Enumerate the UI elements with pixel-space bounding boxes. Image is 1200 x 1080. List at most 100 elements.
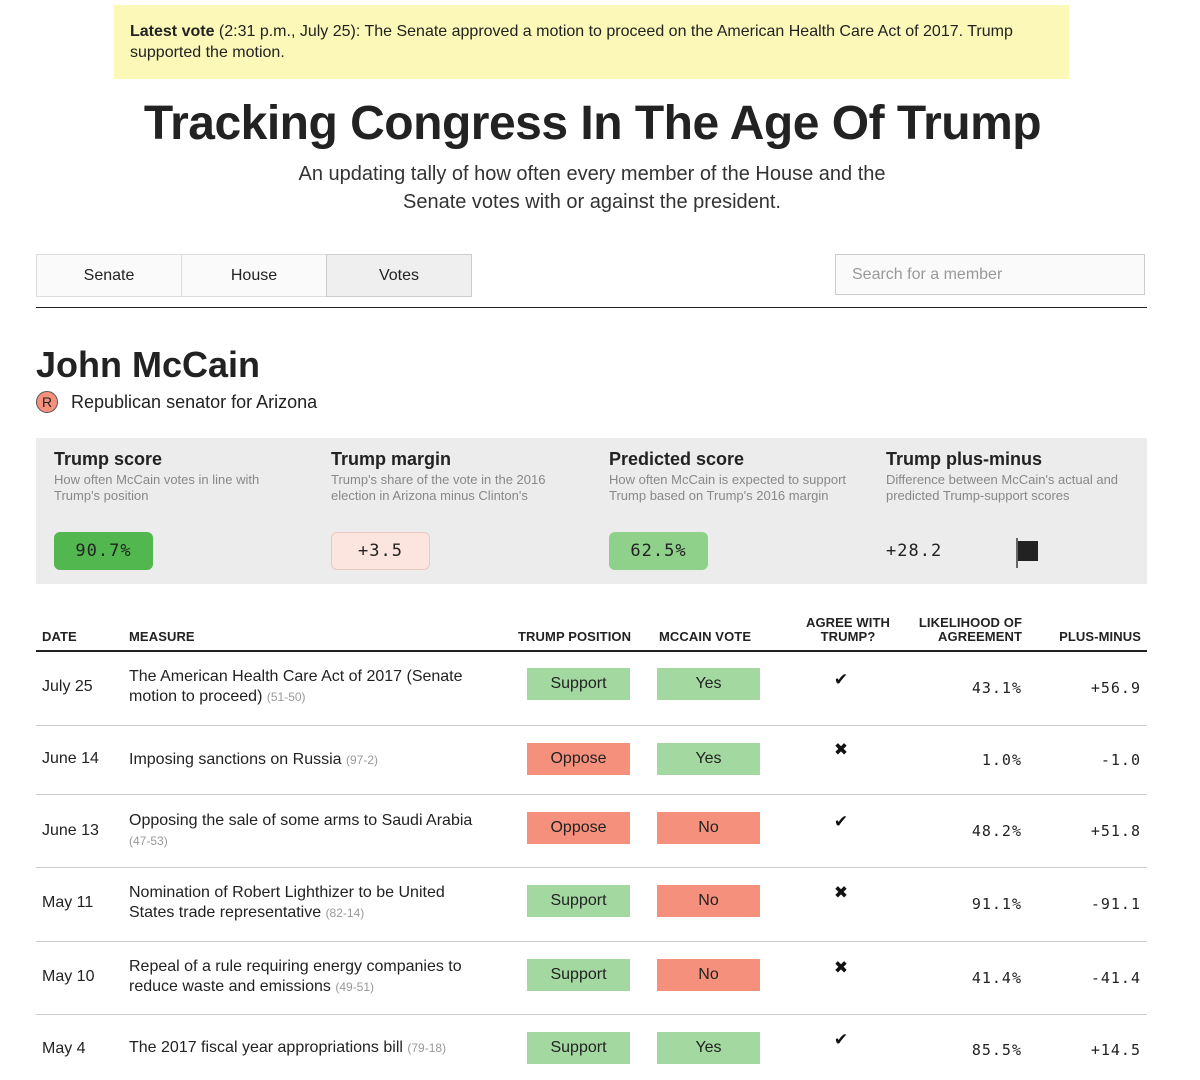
likelihood-value: 48.2% — [971, 822, 1022, 840]
member-vote-badge: No — [657, 959, 760, 991]
header-likelihood-line2: agreement — [938, 629, 1022, 644]
vote-tally: (47-53) — [129, 834, 168, 848]
section-tabs: Senate House Votes — [36, 254, 472, 297]
row-date: May 11 — [42, 894, 94, 911]
header-agree-with-trump: Agree with Trump? — [798, 616, 898, 644]
measure-text: Imposing sanctions on Russia — [129, 751, 342, 768]
table-row: July 25 The American Health Care Act of … — [36, 652, 1147, 726]
row-date: July 25 — [42, 678, 93, 695]
measure-text: Nomination of Robert Lighthizer to be Un… — [129, 884, 445, 921]
plus-minus-marker — [1018, 541, 1038, 561]
predicted-score-description: How often McCain is expected to support … — [609, 472, 847, 503]
page-subtitle: An updating tally of how often every mem… — [298, 163, 886, 213]
page-title: Tracking Congress In The Age Of Trump — [143, 97, 1042, 150]
header-divider — [36, 307, 1147, 308]
check-icon: ✔ — [833, 670, 849, 689]
plus-minus-baseline — [1016, 538, 1018, 568]
measure-text: Repeal of a rule requiring energy compan… — [129, 958, 462, 995]
plus-minus-cell: +51.8 — [1090, 822, 1141, 840]
check-icon: ✔ — [833, 1030, 849, 1049]
member-vote-badge: No — [657, 812, 760, 844]
row-measure: The 2017 fiscal year appropriations bill… — [129, 1038, 494, 1058]
table-row: May 4 The 2017 fiscal year appropriation… — [36, 1015, 1147, 1079]
trump-score-section: Trump score How often McCain votes in li… — [54, 448, 294, 503]
plus-minus-value: +28.2 — [886, 541, 943, 561]
row-measure: Imposing sanctions on Russia (97-2) — [129, 750, 494, 770]
check-icon: ✔ — [833, 812, 849, 831]
vote-tally: (97-2) — [346, 753, 379, 767]
header-agree-line1: Agree with — [805, 615, 891, 630]
table-row: May 11 Nomination of Robert Lighthizer t… — [36, 868, 1147, 942]
table-row: June 14 Imposing sanctions on Russia (97… — [36, 726, 1147, 795]
header-agree-line2: Trump? — [820, 629, 876, 644]
trump-score-value: 90.7% — [54, 532, 153, 570]
trump-position-badge: Support — [527, 1032, 630, 1064]
trump-margin-title: Trump margin — [331, 449, 452, 469]
header-likelihood: Likelihood of agreement — [902, 616, 1022, 644]
member-search-input[interactable] — [835, 254, 1145, 295]
score-panel: Trump score How often McCain votes in li… — [36, 438, 1147, 584]
row-measure: The American Health Care Act of 2017 (Se… — [129, 667, 494, 707]
cross-icon: ✖ — [833, 883, 849, 902]
row-measure: Opposing the sale of some arms to Saudi … — [129, 811, 494, 851]
likelihood-value: 43.1% — [971, 679, 1022, 697]
trump-score-description: How often McCain votes in line with Trum… — [54, 472, 260, 503]
row-measure: Nomination of Robert Lighthizer to be Un… — [129, 883, 494, 923]
trump-margin-description: Trump's share of the vote in the 2016 el… — [331, 472, 546, 503]
header-trump-position: Trump position — [518, 629, 632, 644]
plus-minus-title: Trump plus-minus — [886, 449, 1043, 469]
latest-vote-banner: Latest vote (2:31 p.m., July 25): The Se… — [114, 5, 1069, 79]
member-vote-badge: No — [657, 885, 760, 917]
plus-minus-section: Trump plus-minus Difference between McCa… — [886, 448, 1126, 503]
predicted-score-value: 62.5% — [609, 532, 708, 570]
cross-icon: ✖ — [833, 958, 849, 977]
cross-icon: ✖ — [833, 740, 849, 759]
row-date: May 4 — [42, 1040, 86, 1057]
trump-score-title: Trump score — [54, 449, 163, 469]
member-description: Republican senator for Arizona — [71, 391, 318, 412]
member-vote-badge: Yes — [657, 668, 760, 700]
likelihood-value: 85.5% — [971, 1041, 1022, 1059]
tab-house[interactable]: House — [181, 254, 327, 297]
trump-position-badge: Oppose — [527, 812, 630, 844]
latest-vote-label: Latest vote — [130, 23, 215, 40]
predicted-score-title: Predicted score — [609, 449, 745, 469]
trump-position-badge: Oppose — [527, 743, 630, 775]
votes-table-header: Date Measure Trump position McCain vote … — [36, 612, 1147, 652]
vote-tally: (82-14) — [325, 906, 365, 920]
measure-text: The 2017 fiscal year appropriations bill — [129, 1039, 403, 1056]
tab-senate[interactable]: Senate — [36, 254, 182, 297]
plus-minus-cell: -91.1 — [1090, 895, 1141, 913]
plus-minus-cell: -1.0 — [1100, 751, 1141, 769]
trump-margin-value: +3.5 — [331, 532, 430, 570]
predicted-score-section: Predicted score How often McCain is expe… — [609, 448, 849, 503]
member-vote-badge: Yes — [657, 743, 760, 775]
row-date: June 14 — [42, 750, 99, 767]
member-name: John McCain — [36, 344, 261, 385]
trump-margin-section: Trump margin Trump's share of the vote i… — [331, 448, 571, 503]
likelihood-value: 41.4% — [971, 969, 1022, 987]
header-measure: Measure — [129, 629, 195, 644]
header-date: Date — [42, 629, 77, 644]
plus-minus-cell: +56.9 — [1090, 679, 1141, 697]
plus-minus-cell: -41.4 — [1090, 969, 1141, 987]
row-date: May 10 — [42, 968, 95, 985]
latest-vote-text: (2:31 p.m., July 25): The Senate approve… — [130, 23, 1013, 61]
vote-tally: (51-50) — [266, 690, 306, 704]
likelihood-value: 91.1% — [971, 895, 1022, 913]
member-party-row: R Republican senator for Arizona — [36, 391, 317, 413]
table-row: June 13 Opposing the sale of some arms t… — [36, 795, 1147, 868]
measure-text: Opposing the sale of some arms to Saudi … — [129, 812, 473, 829]
row-measure: Repeal of a rule requiring energy compan… — [129, 957, 494, 997]
trump-position-badge: Support — [527, 885, 630, 917]
header-plus-minus: Plus-minus — [1059, 629, 1141, 644]
plus-minus-description: Difference between McCain's actual and p… — [886, 472, 1119, 503]
trump-position-badge: Support — [527, 959, 630, 991]
likelihood-value: 1.0% — [981, 751, 1022, 769]
vote-tally: (79-18) — [407, 1041, 447, 1055]
vote-tally: (49-51) — [335, 980, 375, 994]
table-row: May 10 Repeal of a rule requiring energy… — [36, 942, 1147, 1015]
tab-votes[interactable]: Votes — [326, 254, 472, 297]
trump-position-badge: Support — [527, 668, 630, 700]
member-vote-badge: Yes — [657, 1032, 760, 1064]
